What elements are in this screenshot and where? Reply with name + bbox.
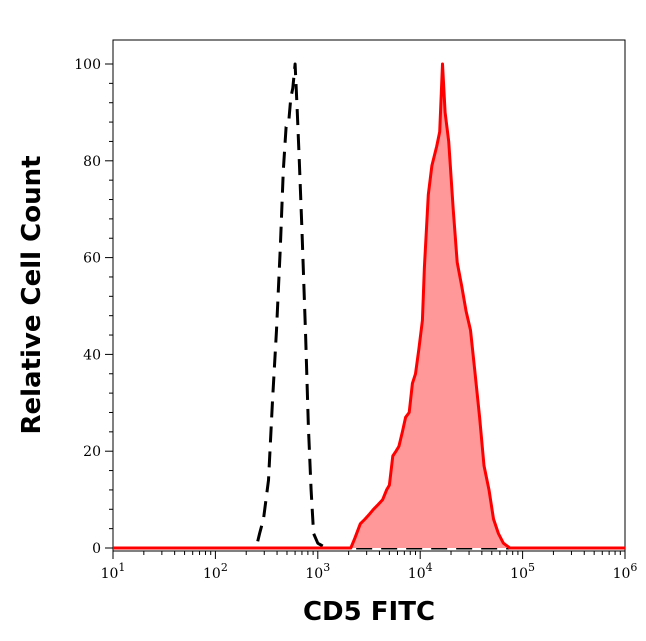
x-tick-label: 106 — [613, 561, 638, 582]
y-tick-label: 20 — [83, 444, 101, 460]
y-tick-label: 0 — [92, 541, 101, 557]
x-tick-label: 102 — [203, 561, 228, 582]
x-tick-label: 103 — [305, 561, 330, 582]
y-tick-label: 100 — [74, 57, 101, 73]
series-layer — [113, 62, 625, 550]
y-axis-title: Relative Cell Count — [17, 155, 47, 434]
x-tick-label: 101 — [101, 561, 126, 582]
plot-frame — [112, 39, 626, 552]
x-axis-title: CD5 FITC — [303, 597, 435, 627]
series-1-line — [113, 62, 625, 550]
y-tick-label: 40 — [83, 347, 101, 363]
x-tick-label: 105 — [510, 561, 535, 582]
x-axis: 101 102 103 104 105 106 — [101, 551, 638, 582]
y-tick-label: 60 — [83, 251, 101, 267]
series-1-area — [113, 64, 625, 548]
y-axis: 0 20 40 60 80 100 — [74, 57, 113, 557]
x-tick-label: 104 — [408, 561, 433, 582]
series-0-line — [113, 62, 625, 550]
y-tick-label: 80 — [83, 154, 101, 170]
